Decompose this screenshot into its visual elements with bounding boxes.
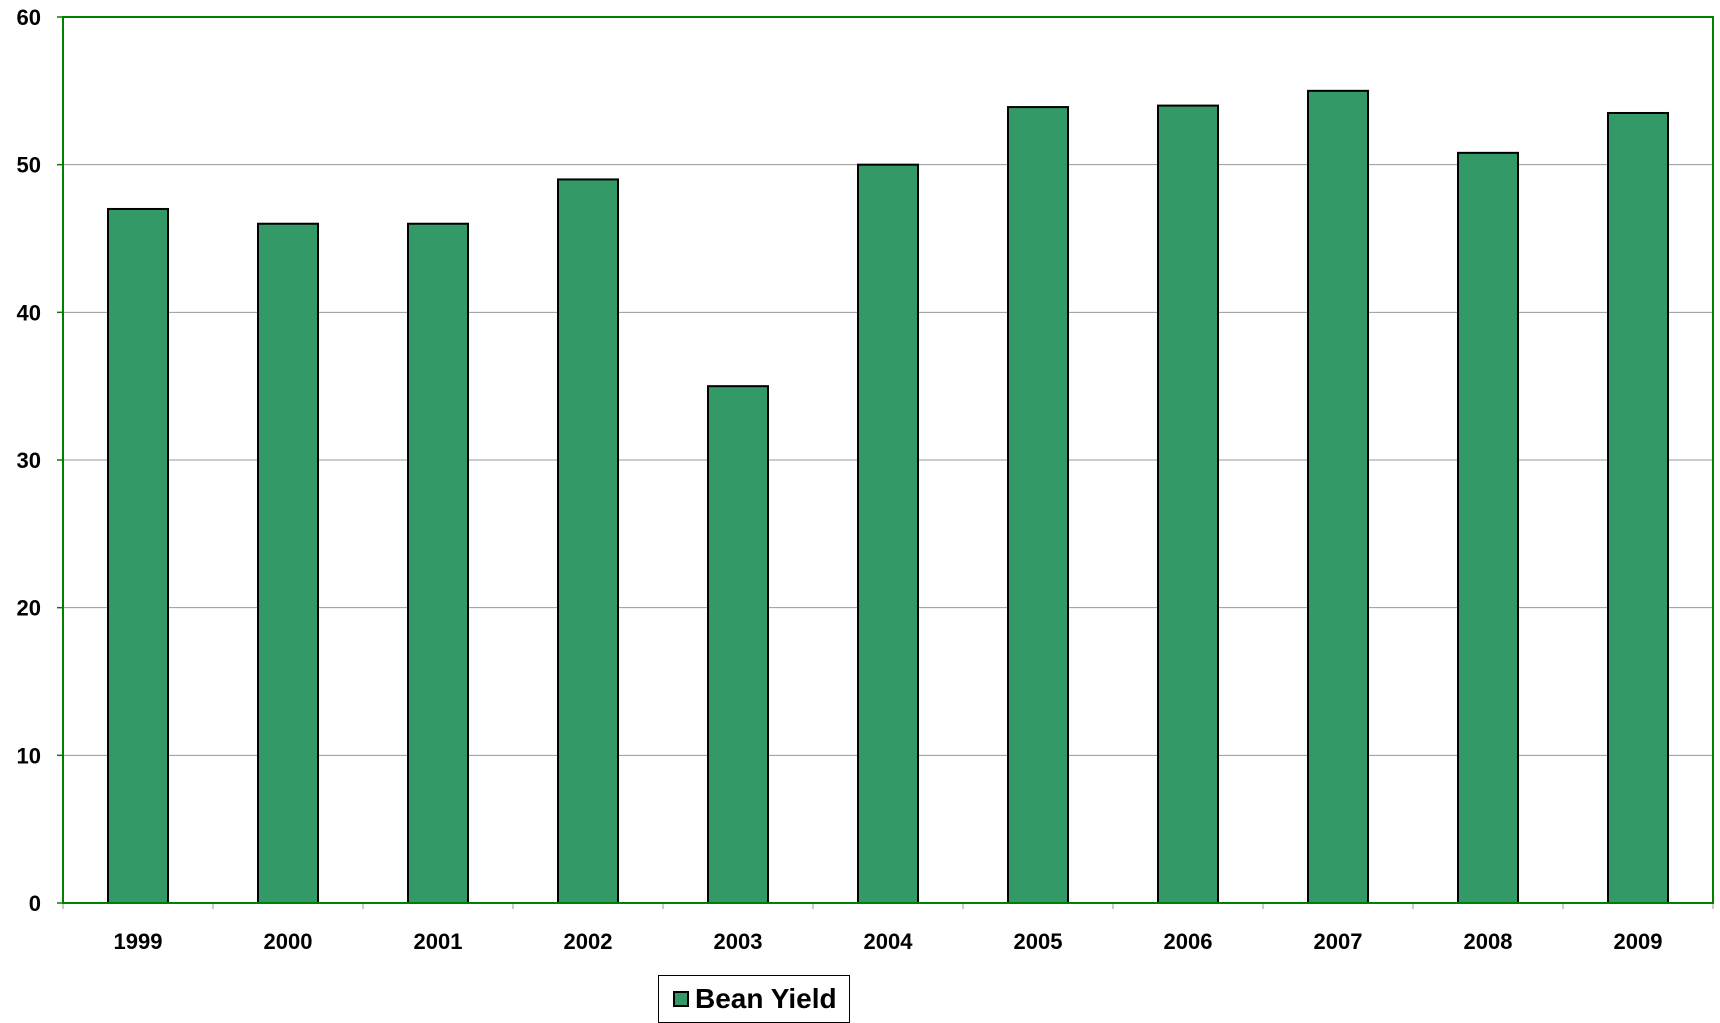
bar-2007 (1307, 89, 1369, 905)
x-axis-tick-labels: 1999 2000 2001 2002 2003 2004 2005 2006 2007 2008… (114, 929, 1663, 954)
x-tick-label: 2007 (1314, 929, 1363, 954)
x-tick-label: 2005 (1014, 929, 1063, 954)
plot-area-border (62, 16, 1714, 904)
y-tick-label: 10 (17, 743, 41, 768)
bars (107, 89, 1669, 905)
x-tick-label: 2002 (564, 929, 613, 954)
bar-2006 (1157, 104, 1219, 905)
bar-2003 (707, 385, 769, 904)
x-tick-label: 2009 (1614, 929, 1663, 954)
y-tick-label: 0 (29, 891, 41, 916)
y-tick-label: 60 (17, 5, 41, 30)
y-axis-tick-labels: 0 10 20 30 40 50 60 (17, 5, 41, 916)
bar-2009 (1607, 111, 1669, 904)
bar-2004 (857, 163, 919, 904)
bar-2008 (1457, 151, 1519, 904)
legend-label-bean-yield: Bean Yield (695, 983, 837, 1014)
y-tick-label: 50 (17, 153, 41, 178)
bar-2000 (257, 222, 319, 904)
bar-2005 (1007, 106, 1069, 905)
x-tick-label: 2000 (264, 929, 313, 954)
bar-2002 (557, 178, 619, 904)
bar-2001 (407, 222, 469, 904)
legend: Bean Yield (658, 975, 850, 1023)
x-tick-label: 2004 (864, 929, 914, 954)
y-tick-label: 20 (17, 596, 41, 621)
bar-1999 (107, 207, 169, 904)
x-tick-label: 2003 (714, 929, 763, 954)
y-tick-label: 30 (17, 448, 41, 473)
legend-swatch-bean-yield (673, 991, 689, 1007)
y-tick-label: 40 (17, 300, 41, 325)
x-tick-label: 2001 (414, 929, 463, 954)
axes (57, 16, 1714, 909)
x-tick-label: 2006 (1164, 929, 1213, 954)
x-tick-label: 2008 (1464, 929, 1513, 954)
x-tick-label: 1999 (114, 929, 163, 954)
